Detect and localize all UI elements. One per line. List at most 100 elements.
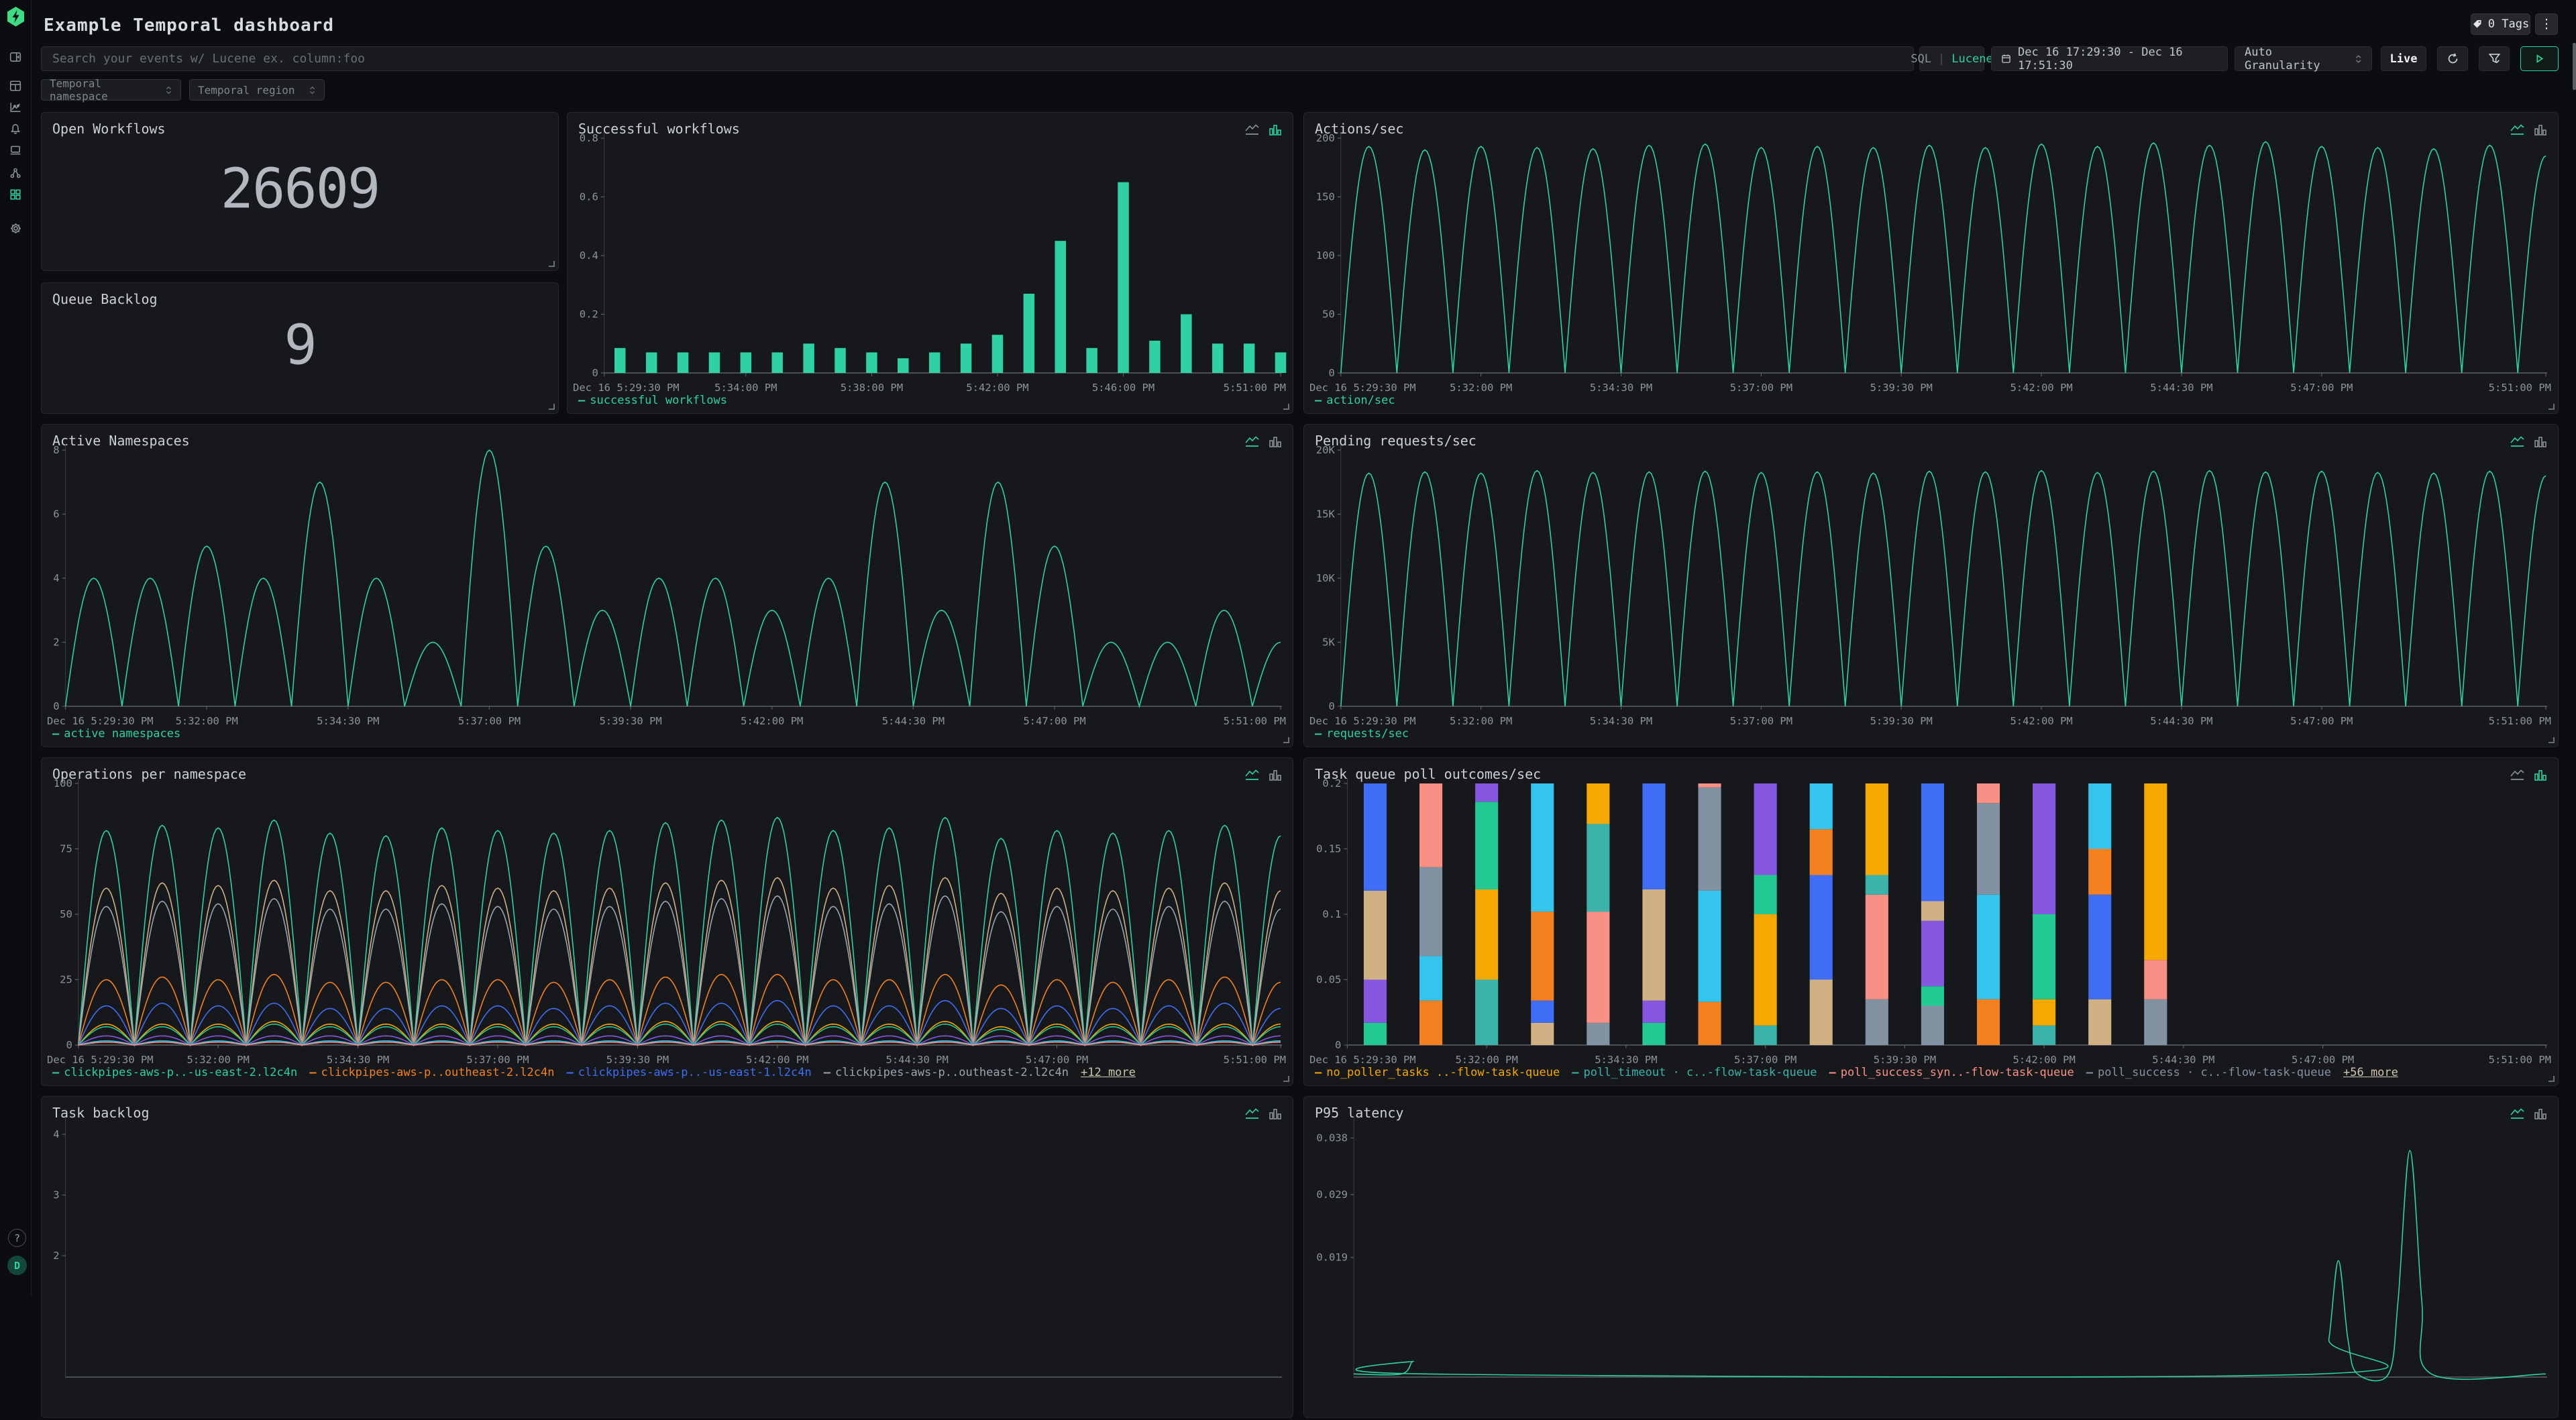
svg-text:Dec 16 5:29:30 PM: Dec 16 5:29:30 PM — [1309, 382, 1416, 394]
chart-area[interactable]: 0 2 4 6 8 Dec 16 5:29:30 PM 5:32:00 PM 5:34:30 … — [42, 425, 1293, 747]
svg-text:5:51:00 PM: 5:51:00 PM — [1224, 715, 1286, 727]
line-view-icon[interactable] — [1244, 435, 1260, 449]
bar-view-icon[interactable] — [1269, 1107, 1282, 1121]
chart-area[interactable]: 0 25 50 75 100 Dec 16 5:29:30 PM 5:32:00 PM 5:3… — [42, 758, 1293, 1085]
app-logo[interactable] — [5, 5, 27, 28]
legend-item[interactable]: — poll_success · c..-flow-task-queue — [2086, 1066, 2331, 1079]
tags-button[interactable]: 0 Tags — [2471, 13, 2530, 35]
chart-area[interactable]: 2 3 4 — [42, 1097, 1293, 1417]
resize-handle[interactable] — [549, 404, 555, 410]
search-input[interactable] — [41, 46, 1914, 71]
live-button[interactable]: Live — [2381, 46, 2426, 71]
resize-handle[interactable] — [1283, 1076, 1289, 1082]
user-avatar[interactable]: D — [7, 1256, 27, 1275]
chart-legend: — clickpipes-aws-p..-us-east-2.l2c4n — clic… — [52, 1066, 1136, 1079]
collapse-sidebar-icon[interactable] — [4, 46, 27, 68]
panel-queue-backlog: Queue Backlog 9 — [41, 282, 559, 414]
panel-task-queue-poll-outcomes: Task queue poll outcomes/sec 0 0.05 0.1 0.1… — [1303, 757, 2559, 1086]
svg-text:20K: 20K — [1316, 444, 1336, 456]
svg-text:5:34:30 PM: 5:34:30 PM — [1595, 1054, 1657, 1066]
legend-item[interactable]: — action/sec — [1315, 394, 1395, 407]
bar-view-icon[interactable] — [1269, 769, 1282, 782]
bar-view-icon[interactable] — [1269, 435, 1282, 449]
legend-item[interactable]: — poll_timeout · c..-flow-task-queue — [1572, 1066, 1817, 1079]
scrollbar-thumb[interactable] — [2573, 43, 2576, 90]
legend-item[interactable]: — clickpipes-aws-p..-us-east-1.l2c4n — [566, 1066, 812, 1079]
svg-text:5:32:00 PM: 5:32:00 PM — [187, 1054, 250, 1066]
svg-text:5:34:30 PM: 5:34:30 PM — [1590, 715, 1652, 727]
filter-temporal-namespace[interactable]: Temporal namespace — [41, 77, 181, 103]
connections-icon[interactable] — [4, 162, 27, 184]
legend-more-link[interactable]: +12 more — [1081, 1066, 1136, 1079]
svg-text:5:44:30 PM: 5:44:30 PM — [2150, 382, 2212, 394]
filter-button[interactable] — [2479, 46, 2510, 71]
svg-text:Dec 16 5:29:30 PM: Dec 16 5:29:30 PM — [1309, 715, 1416, 727]
settings-gear-icon[interactable] — [4, 217, 27, 239]
chart-area[interactable]: 0 0.2 0.4 0.6 0.8 Dec 16 5:29:30 PM 5:34:00 PM… — [568, 113, 1293, 413]
more-menu-button[interactable]: ⋮ — [2535, 13, 2558, 35]
svg-text:5:46:00 PM: 5:46:00 PM — [1092, 382, 1155, 394]
legend-item[interactable]: — no_poller_tasks ..-flow-task-queue — [1315, 1066, 1560, 1079]
bar-view-icon[interactable] — [2534, 769, 2547, 782]
chart-area[interactable]: 0.019 0.029 0.038 — [1304, 1097, 2558, 1417]
filter-temporal-region[interactable]: Temporal region — [189, 79, 325, 101]
resize-handle[interactable] — [549, 261, 555, 267]
svg-text:5:42:00 PM: 5:42:00 PM — [746, 1054, 808, 1066]
legend-item[interactable]: — poll_success_syn..-flow-task-queue — [1829, 1066, 2074, 1079]
svg-text:0: 0 — [592, 367, 598, 379]
legend-item[interactable]: — clickpipes-aws-p..outheast-2.l2c4n — [823, 1066, 1069, 1079]
bar-view-icon[interactable] — [1269, 123, 1282, 137]
panel-actions-per-sec: Actions/sec 0 50 100 150 200 Dec 16 5:29:30 P… — [1303, 112, 2559, 414]
legend-item[interactable]: — active namespaces — [52, 727, 181, 741]
resize-handle[interactable] — [2548, 404, 2555, 410]
line-view-icon[interactable] — [2510, 123, 2526, 137]
svg-text:0.6: 0.6 — [580, 191, 598, 203]
line-view-icon[interactable] — [2510, 769, 2526, 782]
tables-icon[interactable] — [4, 74, 27, 97]
svg-text:50: 50 — [60, 908, 72, 920]
lucene-option[interactable]: Lucene — [1951, 52, 1993, 66]
panel-successful-workflows: Successful workflows 0 0.2 0.4 0.6 0.8 Dec 16… — [567, 112, 1293, 414]
time-range-picker[interactable]: Dec 16 17:29:30 - Dec 16 17:51:30 — [1991, 46, 2228, 72]
chart-legend: — requests/sec — [1315, 727, 1409, 741]
legend-item[interactable]: — requests/sec — [1315, 727, 1409, 741]
panel-pending-requests: Pending requests/sec 0 5K 10K 15K 20K Dec 16 … — [1303, 424, 2559, 747]
legend-item[interactable]: — clickpipes-aws-p..-us-east-2.l2c4n — [52, 1066, 298, 1079]
run-query-button[interactable] — [2520, 46, 2559, 71]
resize-handle[interactable] — [2548, 737, 2555, 743]
refresh-button[interactable] — [2437, 46, 2468, 71]
filter-label: Temporal namespace — [50, 77, 108, 103]
resize-handle[interactable] — [1283, 404, 1289, 410]
dashboards-icon[interactable] — [4, 183, 27, 206]
svg-text:0.2: 0.2 — [1322, 777, 1341, 789]
legend-item[interactable]: — successful workflows — [578, 394, 727, 407]
svg-text:5:51:00 PM: 5:51:00 PM — [2489, 1054, 2551, 1066]
line-view-icon[interactable] — [1244, 1107, 1260, 1121]
chart-area[interactable]: 0 50 100 150 200 Dec 16 5:29:30 PM 5:32:00 PM 5… — [1304, 113, 2558, 413]
svg-text:0.05: 0.05 — [1316, 974, 1341, 986]
panel-title: Task backlog — [52, 1105, 150, 1121]
chart-area[interactable]: 0 0.05 0.1 0.15 0.2 Dec 16 5:29:30 PM 5:32:00 … — [1304, 758, 2558, 1085]
query-language-toggle[interactable]: SQL | Lucene — [1911, 46, 1993, 71]
alerts-bell-icon[interactable] — [4, 117, 27, 140]
chart-area[interactable]: 0 5K 10K 15K 20K Dec 16 5:29:30 PM 5:32:00 PM 5… — [1304, 425, 2558, 747]
line-view-icon[interactable] — [1244, 123, 1260, 137]
resize-handle[interactable] — [1283, 737, 1289, 743]
metrics-icon[interactable] — [4, 96, 27, 119]
svg-text:25: 25 — [60, 974, 72, 986]
legend-more-link[interactable]: +56 more — [2343, 1066, 2398, 1079]
screens-icon[interactable] — [4, 139, 27, 162]
svg-text:6: 6 — [53, 508, 59, 521]
svg-text:3: 3 — [53, 1189, 59, 1201]
bar-view-icon[interactable] — [2534, 1107, 2547, 1121]
legend-item[interactable]: — clickpipes-aws-p..outheast-2.l2c4n — [309, 1066, 555, 1079]
sql-option[interactable]: SQL — [1911, 52, 1932, 66]
granularity-select[interactable]: Auto Granularity — [2235, 46, 2372, 72]
resize-handle[interactable] — [2548, 1076, 2555, 1082]
bar-view-icon[interactable] — [2534, 435, 2547, 449]
line-view-icon[interactable] — [2510, 435, 2526, 449]
bar-view-icon[interactable] — [2534, 123, 2547, 137]
line-view-icon[interactable] — [1244, 769, 1260, 782]
help-button[interactable]: ? — [8, 1229, 26, 1247]
line-view-icon[interactable] — [2510, 1107, 2526, 1121]
